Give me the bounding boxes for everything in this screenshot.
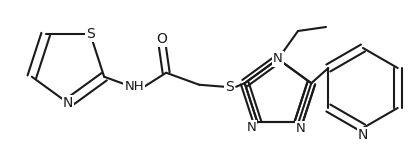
Text: NH: NH	[124, 80, 144, 93]
Text: N: N	[273, 53, 283, 66]
Text: N: N	[247, 121, 256, 134]
Text: N: N	[358, 128, 368, 142]
Text: S: S	[225, 80, 234, 94]
Text: O: O	[157, 32, 168, 46]
Text: N: N	[296, 122, 305, 135]
Text: N: N	[63, 96, 73, 110]
Text: S: S	[86, 27, 95, 41]
